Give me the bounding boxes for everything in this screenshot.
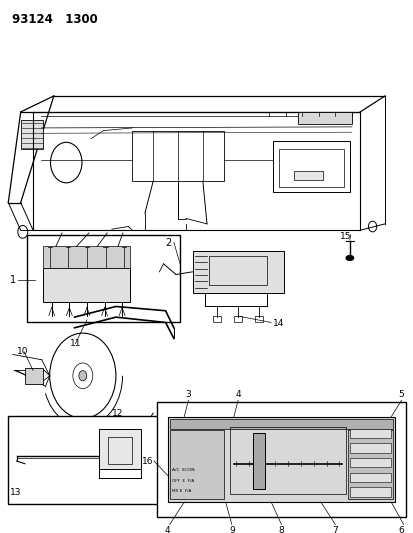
Bar (279, 149, 343, 187)
Bar (43, 268, 130, 302)
Bar (157, 402, 405, 517)
Bar (349, 429, 390, 438)
Text: 16: 16 (141, 457, 153, 465)
Text: 14: 14 (273, 319, 284, 328)
Text: 3: 3 (185, 390, 191, 399)
Text: 93124   1300: 93124 1300 (12, 13, 98, 26)
Bar (21, 120, 43, 149)
Bar (27, 235, 180, 322)
Text: 8: 8 (278, 526, 284, 533)
Bar (252, 433, 264, 489)
Bar (233, 316, 242, 322)
Text: 11: 11 (70, 340, 82, 348)
Bar (209, 256, 266, 285)
Circle shape (78, 370, 87, 381)
Bar (273, 141, 349, 192)
Text: 15: 15 (339, 232, 350, 241)
Bar (213, 316, 221, 322)
Ellipse shape (345, 255, 353, 260)
Text: OFF  E  F/A: OFF E F/A (171, 479, 194, 483)
Text: 13: 13 (10, 488, 22, 497)
Bar (349, 443, 390, 453)
Bar (349, 473, 390, 482)
Bar (43, 246, 130, 268)
Bar (99, 429, 140, 469)
Bar (132, 131, 223, 181)
Text: 4: 4 (164, 526, 170, 533)
Text: 4: 4 (235, 390, 240, 399)
Text: 6: 6 (398, 526, 404, 533)
Text: A/C  ECON: A/C ECON (171, 468, 194, 472)
Text: 2: 2 (165, 238, 171, 247)
Bar (229, 427, 345, 494)
Bar (349, 487, 390, 497)
Text: 9: 9 (228, 526, 234, 533)
Text: 1: 1 (9, 275, 16, 285)
Bar (167, 417, 394, 502)
Text: 12: 12 (112, 409, 123, 417)
Text: MX E  F/A: MX E F/A (171, 489, 191, 494)
Bar (347, 430, 392, 499)
Bar (349, 458, 390, 467)
Bar (169, 419, 392, 429)
Text: 7: 7 (332, 526, 337, 533)
Bar (192, 251, 283, 293)
Text: 10: 10 (17, 348, 28, 356)
Bar (25, 368, 43, 384)
Bar (169, 430, 223, 499)
Text: 5: 5 (398, 390, 404, 399)
Bar (254, 316, 262, 322)
Bar (293, 171, 322, 180)
Bar (8, 416, 161, 504)
Bar (107, 437, 132, 464)
Bar (297, 112, 351, 124)
